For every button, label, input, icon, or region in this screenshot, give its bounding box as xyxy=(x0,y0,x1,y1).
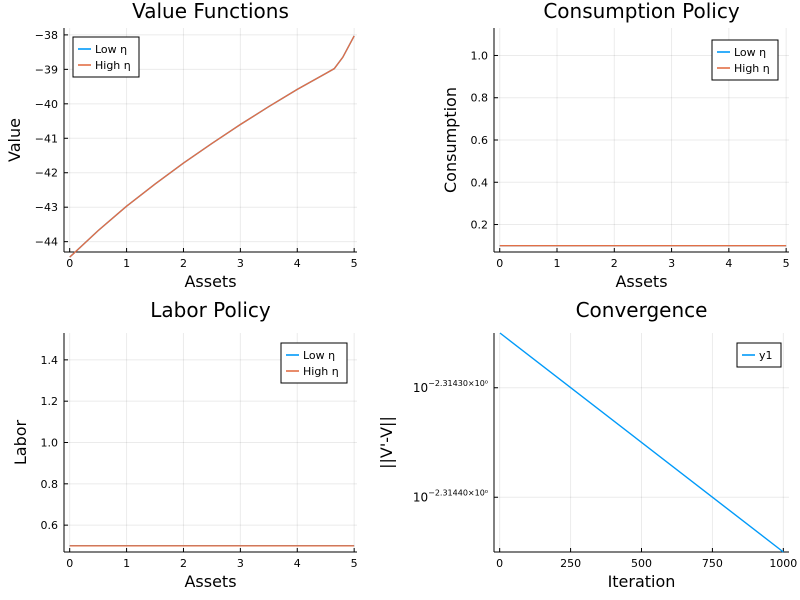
x-axis-label: Iteration xyxy=(608,572,676,591)
y-tick-label: 0.4 xyxy=(471,176,489,189)
x-tick-label: 3 xyxy=(668,257,675,270)
x-tick-label: 250 xyxy=(560,557,581,570)
chart-panel-3: 0 1 2 3 4 5 0.6 0.8 1.0 1.2 1.4 Labor Policy Assets L… xyxy=(11,298,358,591)
y-tick-label: −44 xyxy=(35,236,58,249)
y-axis-label: Consumption xyxy=(441,87,460,193)
x-tick-label: 0 xyxy=(496,557,503,570)
x-tick-label: 500 xyxy=(631,557,652,570)
legend-label: High η xyxy=(95,59,131,72)
x-tick-label: 5 xyxy=(351,557,358,570)
chart-title: Consumption Policy xyxy=(543,0,740,23)
x-tick-label: 1 xyxy=(123,257,130,270)
y-tick-label: 10−2.31440×10⁰ xyxy=(413,488,488,504)
legend: y1 xyxy=(736,342,782,368)
x-tick-label: 2 xyxy=(611,257,618,270)
x-axis-label: Assets xyxy=(184,272,236,291)
legend: Low η High η xyxy=(280,342,348,384)
y-tick-label: 0.6 xyxy=(471,134,489,147)
legend-label: Low η xyxy=(95,43,127,56)
chart-panel-4: 0 250 500 750 100010−2.31440×10⁰10−2.31430×1… xyxy=(377,298,797,591)
legend-label: y1 xyxy=(759,349,773,362)
y-tick-label: 0.8 xyxy=(41,478,59,491)
chart-panel-1: 0 1 2 3 4 5 −44 −43 −42 −41 −40 −39 −38 Value Functio… xyxy=(5,0,358,291)
chart-title: Convergence xyxy=(576,298,708,322)
y-tick-label: 0.2 xyxy=(471,219,489,232)
y-tick-label: −38 xyxy=(35,29,58,42)
x-tick-label: 3 xyxy=(237,257,244,270)
chart-panel-2: 0 1 2 3 4 5 0.2 0.4 0.6 0.8 1.0 Consumption Policy A… xyxy=(441,0,790,291)
x-tick-label: 0 xyxy=(66,257,73,270)
legend: Low η High η xyxy=(72,36,140,78)
x-tick-label: 1000 xyxy=(769,557,797,570)
y-tick-label-exponent: −2.31430×10⁰ xyxy=(428,379,488,388)
x-tick-label: 3 xyxy=(237,557,244,570)
chart-title: Labor Policy xyxy=(150,298,271,322)
y-tick-label: −42 xyxy=(35,167,58,180)
legend: Low η High η xyxy=(711,39,779,81)
x-tick-label: 2 xyxy=(180,257,187,270)
x-tick-label: 2 xyxy=(180,557,187,570)
legend-label: Low η xyxy=(734,46,766,59)
x-tick-label: 5 xyxy=(783,257,790,270)
x-tick-label: 4 xyxy=(294,557,301,570)
y-axis-label: Value xyxy=(5,118,24,162)
legend-label: High η xyxy=(303,365,339,378)
y-tick-label-exponent: −2.31440×10⁰ xyxy=(428,488,488,497)
y-tick-label: −41 xyxy=(35,132,58,145)
x-tick-label: 5 xyxy=(351,257,358,270)
series-line-2 xyxy=(69,35,355,258)
legend-box xyxy=(711,39,779,81)
legend-label: High η xyxy=(734,62,770,75)
x-tick-label: 1 xyxy=(123,557,130,570)
x-tick-label: 1 xyxy=(554,257,561,270)
y-tick-label: −43 xyxy=(35,201,58,214)
legend-box xyxy=(280,342,348,384)
y-axis-label: ||V'-V|| xyxy=(377,416,396,469)
chart-title: Value Functions xyxy=(132,0,289,23)
y-tick-label: 0.6 xyxy=(41,519,59,532)
x-tick-label: 4 xyxy=(294,257,301,270)
y-tick-label: 10−2.31430×10⁰ xyxy=(413,379,488,395)
y-tick-label: 1.0 xyxy=(41,437,59,450)
y-tick-label: 0.8 xyxy=(471,92,489,105)
y-tick-label: 1.4 xyxy=(41,354,59,367)
y-tick-label-base: 10 xyxy=(413,381,428,395)
y-tick-label: 1.0 xyxy=(471,49,489,62)
x-axis-label: Assets xyxy=(184,572,236,591)
x-tick-label: 4 xyxy=(725,257,732,270)
x-axis-label: Assets xyxy=(615,272,667,291)
y-tick-label: −39 xyxy=(35,63,58,76)
legend-box xyxy=(72,36,140,78)
x-tick-label: 0 xyxy=(66,557,73,570)
y-tick-label: −40 xyxy=(35,98,58,111)
series-line-1 xyxy=(499,332,784,553)
x-tick-label: 750 xyxy=(702,557,723,570)
y-tick-label: 1.2 xyxy=(41,395,59,408)
legend-label: Low η xyxy=(303,349,335,362)
y-axis-label: Labor xyxy=(11,419,30,465)
x-tick-label: 0 xyxy=(496,257,503,270)
y-tick-label-base: 10 xyxy=(413,490,428,504)
